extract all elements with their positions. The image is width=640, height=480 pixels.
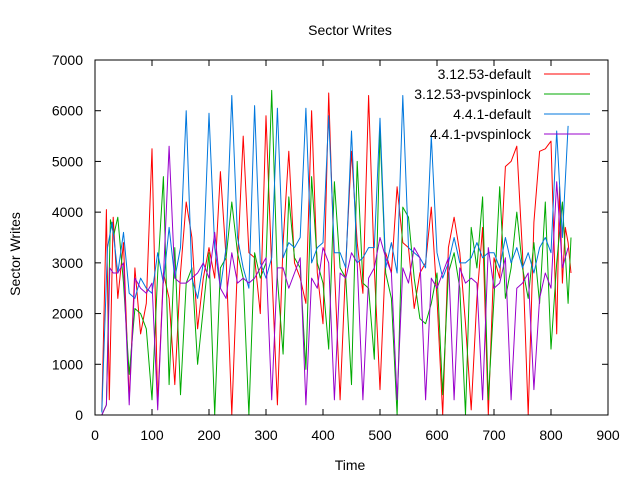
y-tick-label: 3000: [52, 255, 83, 271]
legend-label: 3.12.53-pvspinlock: [414, 86, 532, 102]
x-tick-label: 400: [311, 427, 335, 443]
series-line-2: [101, 89, 572, 416]
x-tick-label: 0: [91, 427, 99, 443]
y-tick-label: 0: [75, 407, 83, 423]
legend-label: 3.12.53-default: [438, 66, 532, 82]
x-tick-label: 200: [197, 427, 221, 443]
x-tick-label: 800: [539, 427, 563, 443]
legend-label: 4.4.1-pvspinlock: [430, 126, 532, 142]
plot-frame: [94, 59, 609, 416]
y-tick-label: 4000: [52, 204, 83, 220]
x-tick-label: 100: [140, 427, 164, 443]
x-tick-label: 600: [425, 427, 449, 443]
legend: 3.12.53-default 3.12.53-pvspinlock 4.4.1-d…: [414, 66, 590, 142]
y-tick-label: 5000: [52, 153, 83, 169]
y-axis-ticks: 0 1000 2000 3000 4000 5000 6000 7000: [52, 52, 608, 423]
series-lines: [101, 89, 572, 416]
chart-title: Sector Writes: [308, 22, 392, 38]
y-tick-label: 7000: [52, 52, 83, 68]
series-line-1: [101, 92, 572, 416]
x-axis-ticks: 0 100 200 300 400 500 600 700 800 900: [91, 60, 620, 443]
y-axis-title: Sector Writes: [7, 212, 23, 296]
x-axis-title: Time: [335, 457, 366, 473]
y-tick-label: 2000: [52, 306, 83, 322]
y-tick-label: 6000: [52, 103, 83, 119]
series-line-4: [101, 145, 569, 416]
x-tick-label: 900: [596, 427, 620, 443]
x-tick-label: 500: [368, 427, 392, 443]
legend-label: 4.4.1-default: [453, 106, 531, 122]
y-tick-label: 1000: [52, 356, 83, 372]
x-tick-label: 300: [254, 427, 278, 443]
x-tick-label: 700: [482, 427, 506, 443]
series-line-3: [101, 95, 569, 413]
